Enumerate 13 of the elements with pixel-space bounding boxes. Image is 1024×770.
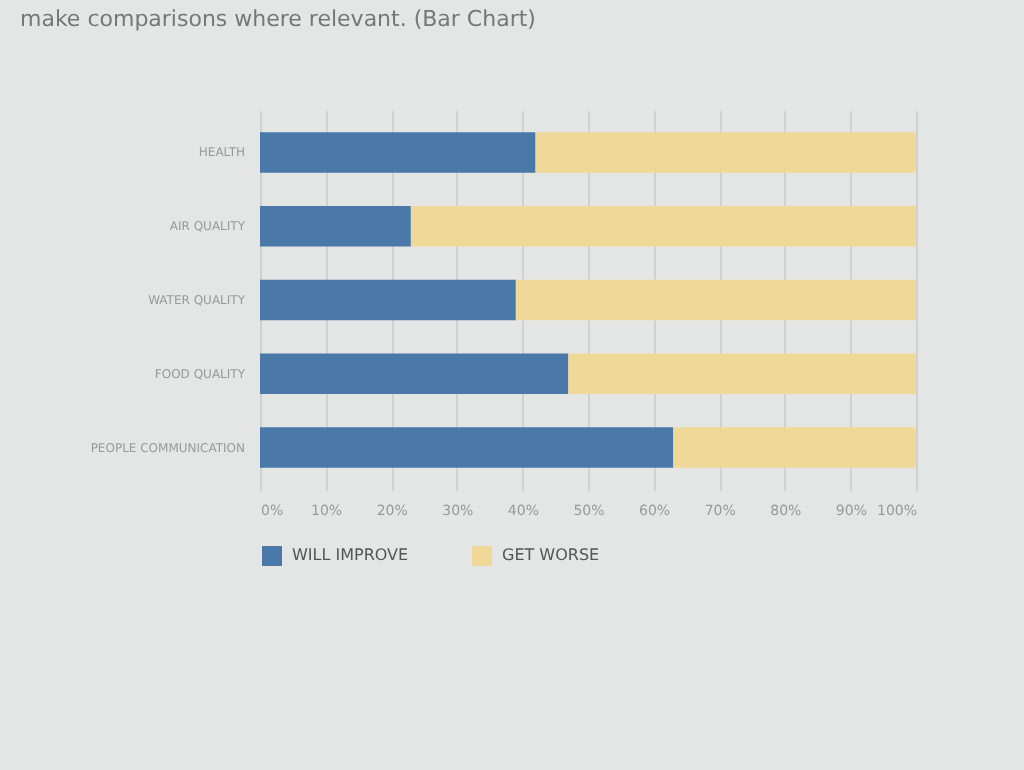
- bar: [260, 427, 674, 468]
- bar: [535, 132, 916, 173]
- bar: [515, 279, 916, 321]
- legend-label: WILL IMPROVE: [292, 546, 409, 564]
- bar: [260, 279, 516, 321]
- bar: [260, 205, 411, 247]
- bar: [673, 427, 916, 468]
- legend-label: GET WORSE: [502, 546, 600, 564]
- chart-title: make comparisons where relevant. (Bar Chart): [20, 6, 536, 32]
- bar: [568, 353, 916, 395]
- bar: [410, 205, 916, 247]
- bar: [260, 132, 536, 173]
- bar: [260, 353, 569, 395]
